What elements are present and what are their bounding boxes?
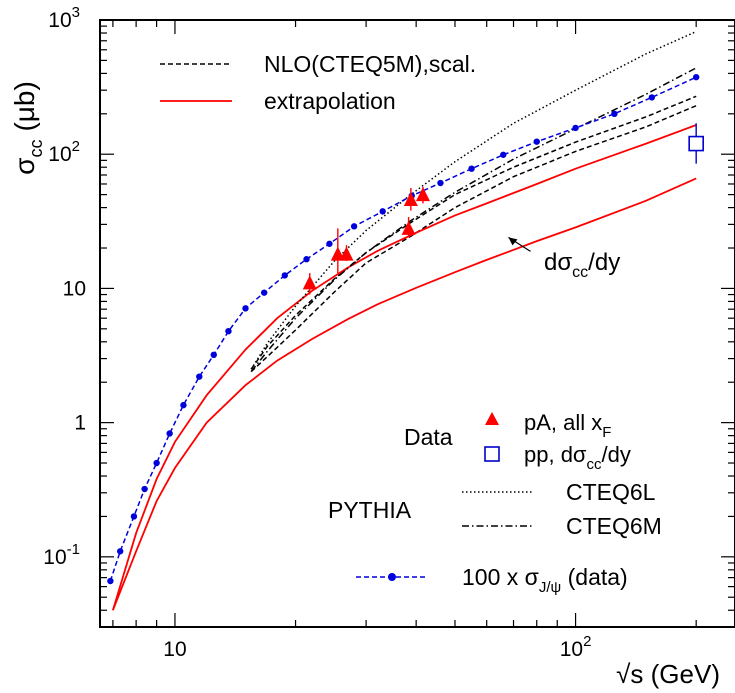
marker-jpsi_times_100	[225, 327, 232, 335]
marker-jpsi_times_100	[166, 430, 173, 437]
annotation-arrowhead	[508, 237, 518, 246]
y-axis-label-sub: cc	[26, 140, 46, 158]
marker-jpsi_times_100	[281, 272, 288, 279]
marker-jpsi_times_100	[468, 165, 475, 172]
tick-labels: 10 102 10-1 1 10 102 103	[43, 4, 591, 661]
marker-jpsi_times_100	[210, 351, 217, 359]
marker-jpsi_times_100	[196, 373, 203, 380]
legend-nlo-label: NLO(CTEQ5M),scal.	[264, 51, 476, 77]
legend-data-title: Data	[404, 424, 453, 450]
marker-jpsi_times_100	[533, 138, 540, 145]
x-axis-label: √s (GeV)	[616, 659, 720, 689]
marker-jpsi_times_100	[141, 485, 148, 493]
y-tick-label: 10-1	[43, 541, 80, 569]
svg-text:σcc(μb): σcc (μb)	[9, 81, 46, 175]
legend-cteq6l-label: CTEQ6L	[566, 479, 656, 505]
marker-jpsi_times_100	[130, 513, 138, 520]
marker-jpsi_times_100	[437, 179, 444, 187]
series-extrapolation_total	[112, 124, 697, 611]
marker-jpsi_times_100	[379, 208, 386, 215]
marker-jpsi_times_100	[500, 151, 507, 158]
y-tick-label: 10	[63, 277, 86, 300]
x-tick-label: 10	[163, 638, 186, 661]
data-point-pa	[415, 187, 430, 202]
marker-jpsi_times_100	[572, 124, 579, 132]
marker-jpsi_times_100	[260, 289, 268, 296]
series-layer	[107, 30, 700, 611]
y-axis-label: σcc (μb)	[9, 81, 46, 175]
legend-extrapolation-label: extrapolation	[264, 88, 396, 114]
marker-jpsi_times_100	[180, 401, 187, 409]
x-tick-label: 102	[560, 633, 592, 661]
legend-jpsi-label: 100 x σJ/ψ (data)	[462, 564, 628, 596]
y-tick-label: 102	[48, 138, 80, 166]
annotation-text: dσcc/dy	[544, 249, 620, 281]
legend-cteq6m-label: CTEQ6M	[566, 513, 662, 539]
legend-pa-marker	[485, 412, 499, 425]
marker-jpsi_times_100	[648, 94, 656, 101]
y-axis-label-unit: (μb)	[9, 81, 40, 131]
marker-jpsi_times_100	[107, 577, 114, 585]
legend-bottom: Data pA, all xF pp, dσcc/dy PYTHIA CTEQ6…	[328, 410, 662, 596]
data-point-pa	[403, 191, 418, 206]
marker-jpsi_times_100	[350, 223, 358, 230]
series-extrapolation_dsdy	[112, 177, 697, 611]
legend-pa-label: pA, all xF	[524, 410, 611, 441]
marker-jpsi_times_100	[692, 73, 700, 81]
legend-pp-label: pp, dσcc/dy	[524, 442, 631, 473]
y-axis-label-main: σ	[9, 158, 40, 175]
marker-jpsi_times_100	[611, 110, 618, 118]
series-jpsi_times_100	[109, 76, 697, 582]
marker-jpsi_times_100	[116, 548, 124, 555]
marker-jpsi_times_100	[303, 256, 310, 263]
series-pythia_cteq6m	[250, 67, 697, 373]
annotation-dsigma-dy: dσcc/dy	[508, 236, 620, 281]
legend-pp-marker	[484, 446, 500, 462]
marker-jpsi_times_100	[242, 305, 249, 312]
series-pythia_cteq6l	[250, 30, 697, 370]
legend-top: NLO(CTEQ5M),scal. extrapolation	[160, 51, 476, 114]
legend-pythia-title: PYTHIA	[328, 497, 412, 523]
marker-jpsi_times_100	[153, 459, 160, 467]
series-nlo_lower	[250, 105, 697, 373]
data-point-pp	[688, 135, 704, 152]
marker-jpsi_times_100	[326, 240, 333, 247]
axis-ticks	[100, 19, 735, 628]
y-tick-label: 1	[74, 412, 86, 435]
legend-jpsi-marker	[388, 573, 396, 581]
data-point-pa	[302, 275, 317, 290]
data-points-layer	[302, 123, 704, 295]
series-nlo_upper	[250, 95, 697, 370]
plot-frame	[99, 19, 735, 628]
data-point-pa	[339, 246, 354, 261]
y-tick-label: 103	[48, 4, 80, 32]
data-point-pa	[401, 220, 416, 235]
